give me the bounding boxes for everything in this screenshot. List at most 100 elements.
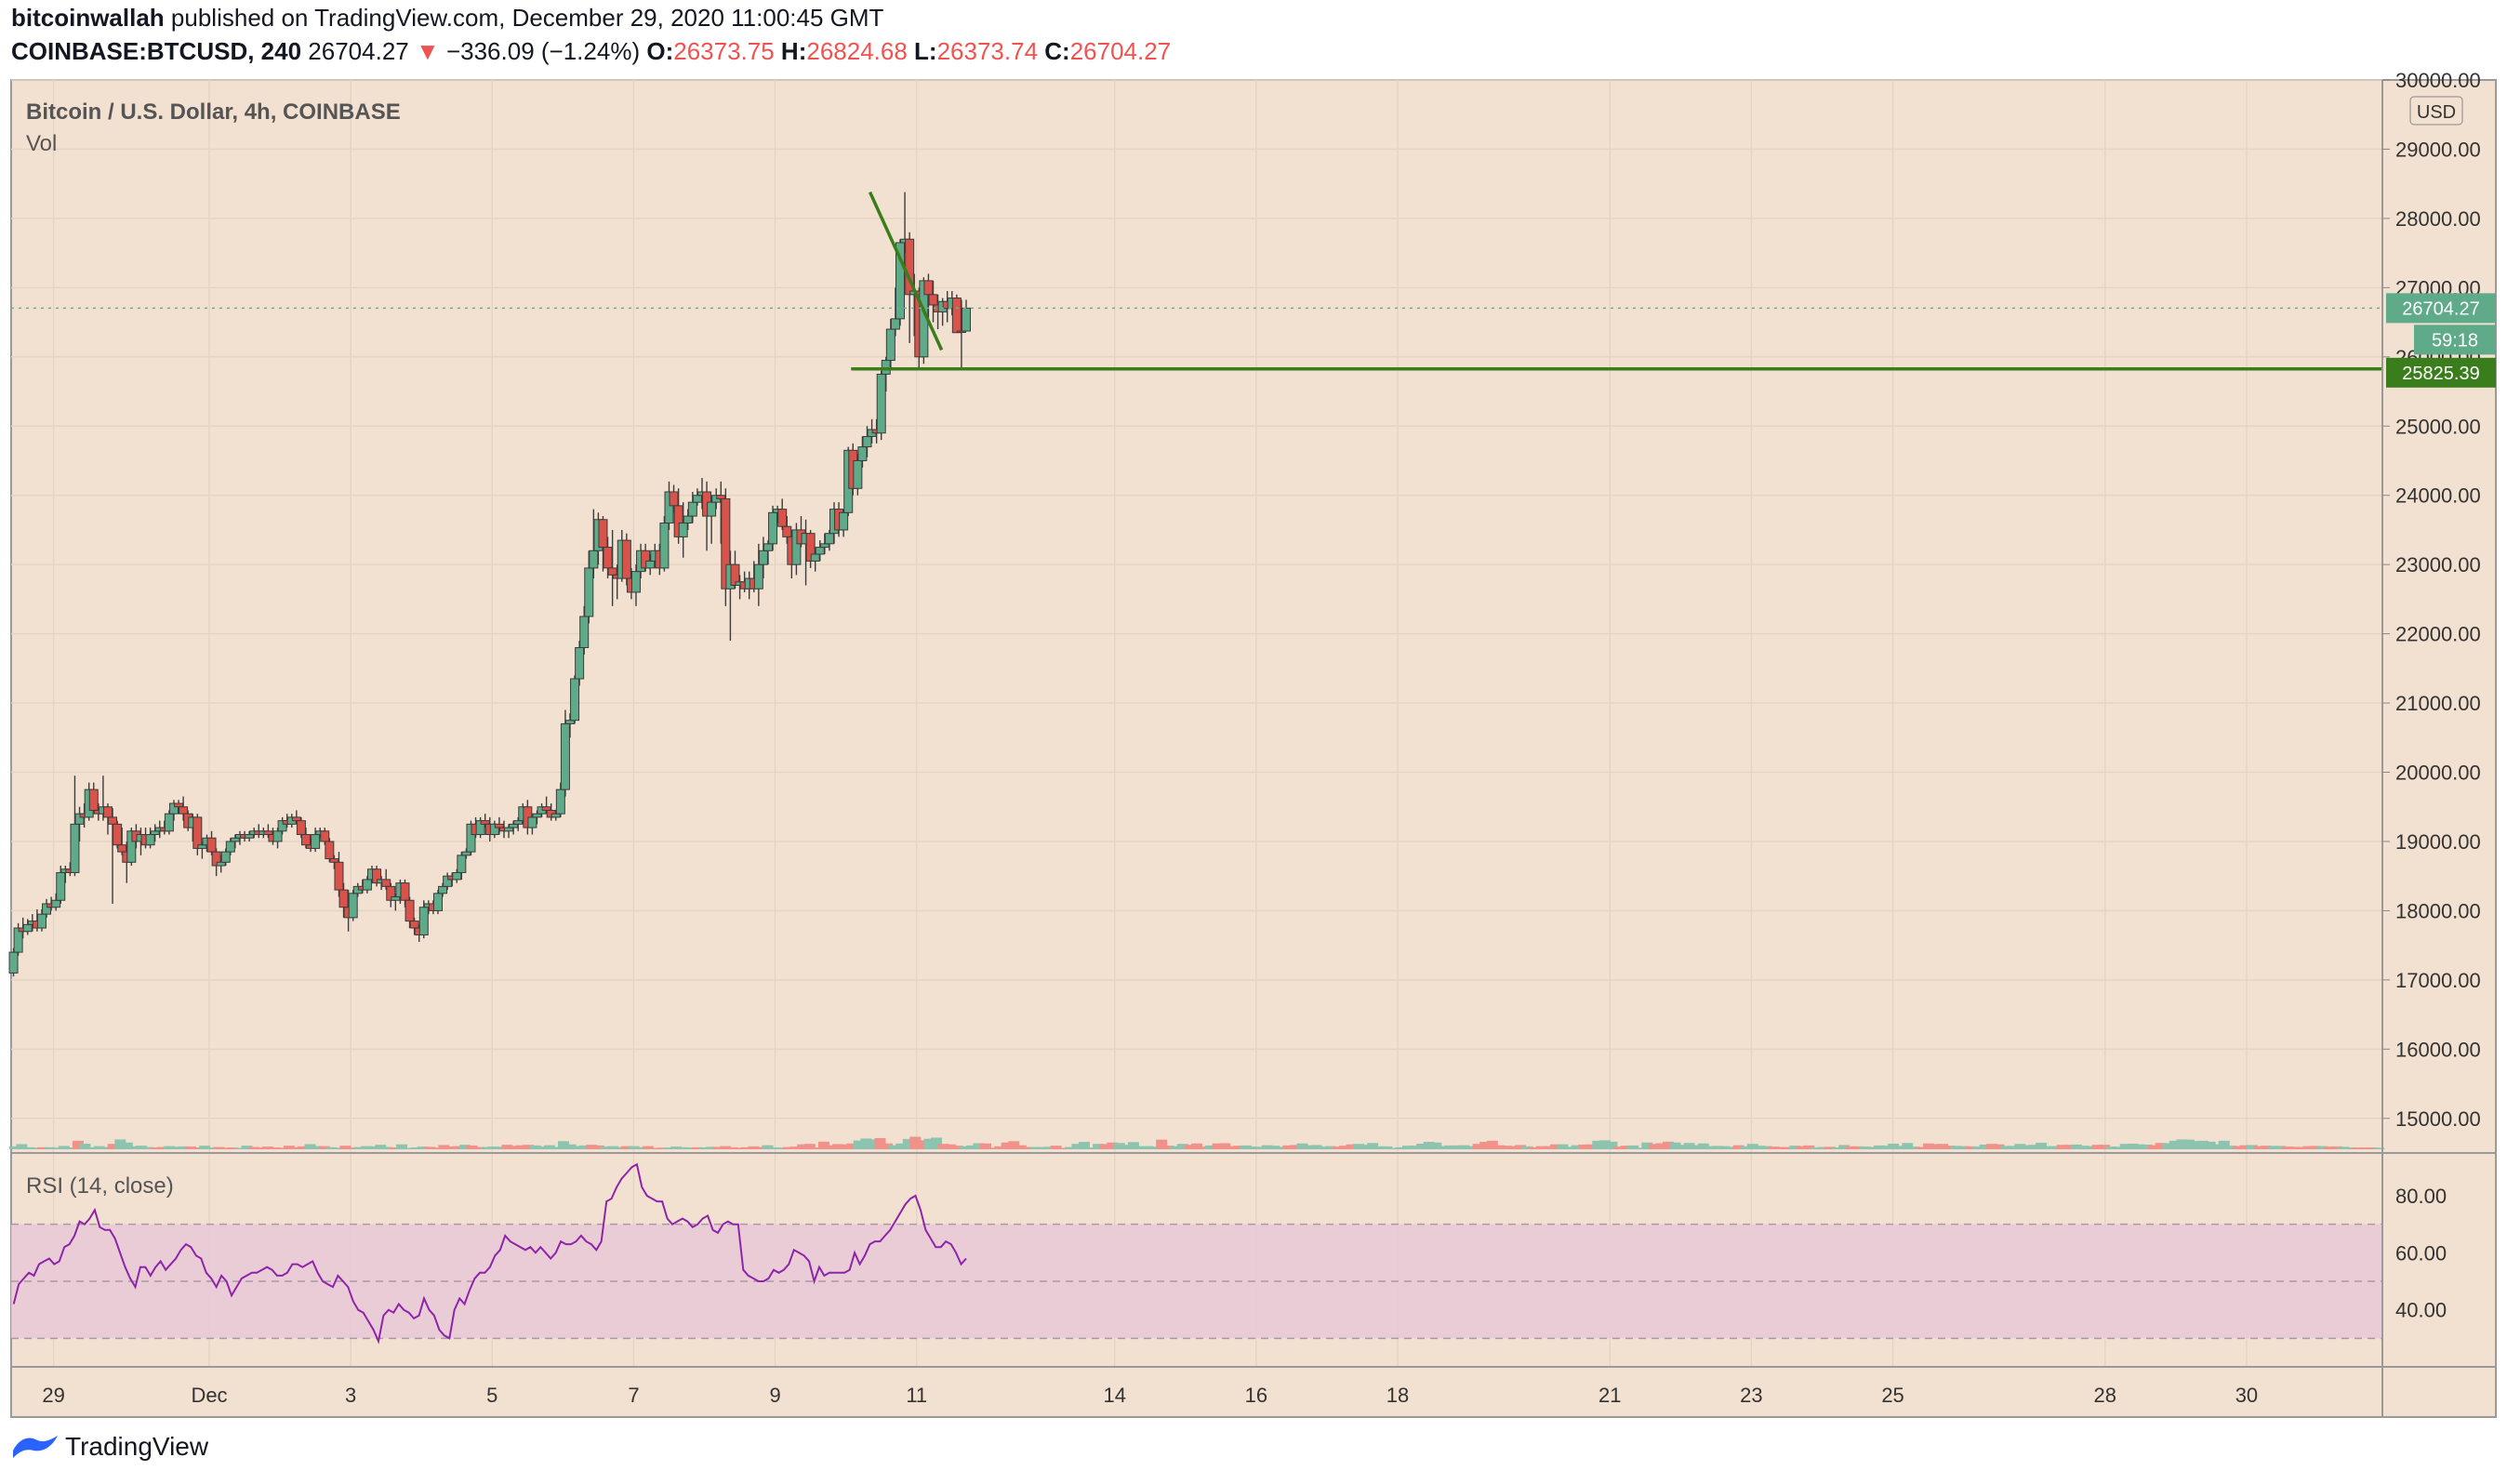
low-value: 26373.74 xyxy=(936,37,1039,65)
candles[interactable] xyxy=(8,192,971,977)
volume-bar-318 xyxy=(2247,1145,2259,1149)
volume-bar-219 xyxy=(1549,1144,1561,1149)
candle-body-145 xyxy=(692,495,702,503)
time-axis[interactable]: 29 Dec 3 5 7 9 11 14 16 18 21 23 25 28 30 xyxy=(42,1384,2258,1407)
volume-bar-225 xyxy=(1592,1140,1604,1149)
volume-bar-273 xyxy=(1930,1144,1942,1149)
volume-bar-82 xyxy=(586,1145,598,1149)
trend-lines[interactable] xyxy=(11,191,2382,371)
candle-body-23 xyxy=(117,844,127,853)
price-tick-label-14: 29000.00 xyxy=(2395,138,2481,161)
volume-bar-336 xyxy=(2373,1147,2385,1149)
time-tick-label-2: 3 xyxy=(345,1384,356,1407)
publisher-name[interactable]: bitcoinwallah xyxy=(11,4,165,32)
volume-bar-241 xyxy=(1704,1146,1717,1149)
time-tick-label-0: 29 xyxy=(42,1384,64,1407)
candle-body-22 xyxy=(113,823,123,846)
volume-bar-171 xyxy=(1212,1143,1224,1149)
volume-bar-165 xyxy=(1170,1146,1182,1149)
volume-bar-286 xyxy=(2021,1145,2033,1149)
candle-body-70 xyxy=(338,889,349,908)
volume-bar-55 xyxy=(395,1144,407,1149)
volume-bar-249 xyxy=(1760,1146,1772,1149)
volume-bar-153 xyxy=(1085,1147,1097,1149)
volume-bar-232 xyxy=(1641,1142,1653,1149)
candle-body-127 xyxy=(607,567,617,576)
tradingview-logo[interactable]: TradingView xyxy=(11,1432,208,1462)
candle-body-1 xyxy=(13,927,23,953)
volume-bar-299 xyxy=(2113,1146,2125,1149)
symbol-label: COINBASE:BTCUSD, 240 xyxy=(11,37,302,65)
volume-bar-259 xyxy=(1831,1147,1843,1149)
volume-bar-221 xyxy=(1564,1146,1576,1149)
candle-body-94 xyxy=(452,871,462,881)
volume-bar-38 xyxy=(276,1147,288,1149)
volume-bar-16 xyxy=(121,1142,133,1149)
volume-bar-137 xyxy=(973,1143,985,1149)
volume-bar-261 xyxy=(1845,1146,1857,1149)
candle-body-113 xyxy=(541,806,551,811)
price-tick-label-6: 21000.00 xyxy=(2395,692,2481,715)
candle-body-50 xyxy=(245,834,255,839)
volume-bar-181 xyxy=(1282,1145,1294,1149)
candle-body-120 xyxy=(575,647,585,680)
candle-body-158 xyxy=(753,563,763,590)
volume-bar-56 xyxy=(403,1147,415,1149)
volume-bar-268 xyxy=(1894,1146,1906,1149)
volume-bar-291 xyxy=(2056,1145,2068,1149)
rsi-line xyxy=(12,1162,967,1345)
candle-body-68 xyxy=(329,858,339,863)
currency-badge[interactable]: USD xyxy=(2409,96,2463,126)
candle-body-123 xyxy=(589,550,599,569)
volume-bar-247 xyxy=(1746,1144,1758,1149)
candle-body-62 xyxy=(300,834,311,846)
volume-bar-1 xyxy=(16,1144,28,1149)
volume-bar-157 xyxy=(1113,1143,1125,1149)
volume-bar-155 xyxy=(1099,1144,1111,1149)
volume-bar-167 xyxy=(1184,1145,1196,1149)
volume-bar-177 xyxy=(1254,1146,1267,1149)
vol-label: Vol xyxy=(26,131,57,156)
volume-bar-332 xyxy=(2344,1147,2356,1149)
volume-bar-218 xyxy=(1543,1146,1555,1149)
volume-bar-187 xyxy=(1324,1146,1336,1149)
price-tick-label-4: 19000.00 xyxy=(2395,830,2481,854)
volume-bar-101 xyxy=(720,1146,732,1149)
candle-body-159 xyxy=(758,550,768,565)
candle-body-13 xyxy=(70,823,80,873)
candle-body-30 xyxy=(150,830,160,836)
volume-bar-2 xyxy=(22,1146,34,1149)
volume-bar-193 xyxy=(1367,1143,1379,1149)
price-tick-label-13: 28000.00 xyxy=(2395,207,2481,231)
price-axis[interactable]: 15000.00 16000.00 17000.00 18000.00 19000.00… xyxy=(2382,69,2481,1131)
volume-bar-252 xyxy=(1782,1146,1794,1149)
volume-bar-151 xyxy=(1071,1144,1083,1149)
price-tick-label-0: 15000.00 xyxy=(2395,1107,2481,1131)
candle-body-75 xyxy=(362,879,372,891)
candle-body-99 xyxy=(475,820,485,836)
volume-bar-80 xyxy=(572,1146,584,1149)
rsi-axis: 40.00 60.00 80.00 xyxy=(2395,1185,2447,1322)
volume-bar-254 xyxy=(1796,1146,1808,1149)
candle-body-188 xyxy=(895,242,905,320)
volume-bar-18 xyxy=(135,1146,147,1149)
volume-bar-140 xyxy=(994,1146,1006,1149)
last-price-badge xyxy=(2386,293,2496,324)
volume-bar-295 xyxy=(2084,1146,2096,1149)
candle-body-148 xyxy=(707,501,717,517)
volume-bar-210 xyxy=(1486,1140,1498,1149)
volume-bar-129 xyxy=(916,1140,928,1149)
volume-bar-46 xyxy=(332,1147,344,1149)
grid xyxy=(11,79,2382,1367)
volume-bar-224 xyxy=(1585,1144,1597,1149)
candle-body-103 xyxy=(494,823,504,828)
low-label: L: xyxy=(914,37,937,65)
volume-bar-176 xyxy=(1247,1146,1259,1149)
volume-bar-44 xyxy=(318,1146,330,1149)
support-badge-text: 25825.39 xyxy=(2402,364,2479,384)
volume-bar-280 xyxy=(1979,1144,1991,1149)
volume-bar-11 xyxy=(86,1147,99,1149)
publish-line: bitcoinwallah published on TradingView.c… xyxy=(11,4,883,33)
volume-bar-277 xyxy=(1957,1146,1970,1149)
